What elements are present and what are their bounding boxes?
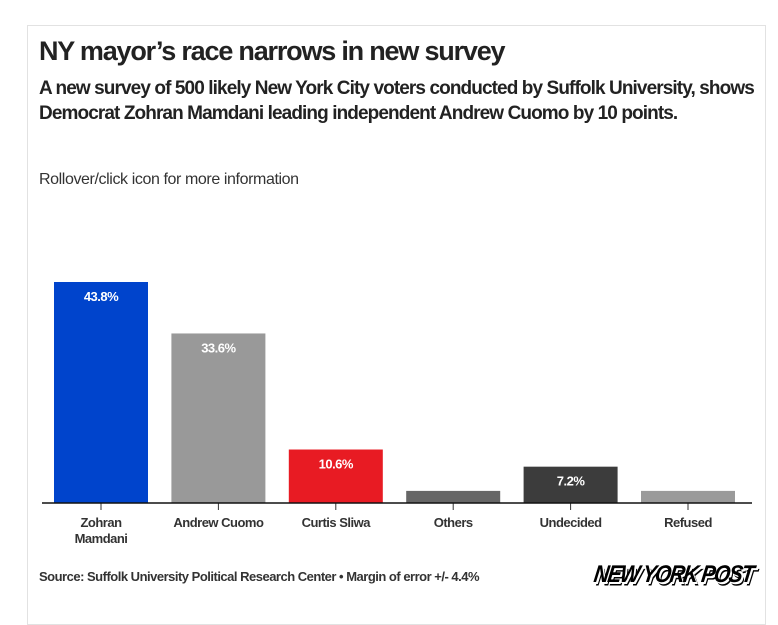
bar-0[interactable] xyxy=(54,282,148,503)
x-tick-label: Mamdani xyxy=(75,531,128,546)
x-tick-label: Curtis Sliwa xyxy=(302,515,372,530)
data-label: 33.6% xyxy=(201,340,236,355)
x-tick-label: Andrew Cuomo xyxy=(173,515,264,530)
bar-3[interactable] xyxy=(406,490,501,503)
bar-5[interactable] xyxy=(641,490,735,503)
new-york-post-logo: NEW YORK POST xyxy=(592,561,755,588)
source-note: Source: Suffolk University Political Res… xyxy=(39,569,480,584)
x-tick-label: Refused xyxy=(664,515,712,530)
bar-1[interactable] xyxy=(171,333,266,503)
data-label: 10.6% xyxy=(319,457,354,472)
rollover-note: Rollover/click icon for more information xyxy=(39,171,299,188)
x-tick-label: Others xyxy=(434,515,473,530)
bar-2[interactable] xyxy=(288,449,383,503)
bar-4[interactable] xyxy=(523,466,618,503)
chart-title: NY mayor’s race narrows in new survey xyxy=(39,36,506,66)
data-label: 43.8% xyxy=(84,289,119,304)
x-tick-label: Undecided xyxy=(540,515,603,530)
x-tick-label: Zohran xyxy=(80,515,122,530)
chart-subtitle: A new survey of 500 likely New York City… xyxy=(39,78,755,124)
data-label: 7.2% xyxy=(557,474,586,489)
